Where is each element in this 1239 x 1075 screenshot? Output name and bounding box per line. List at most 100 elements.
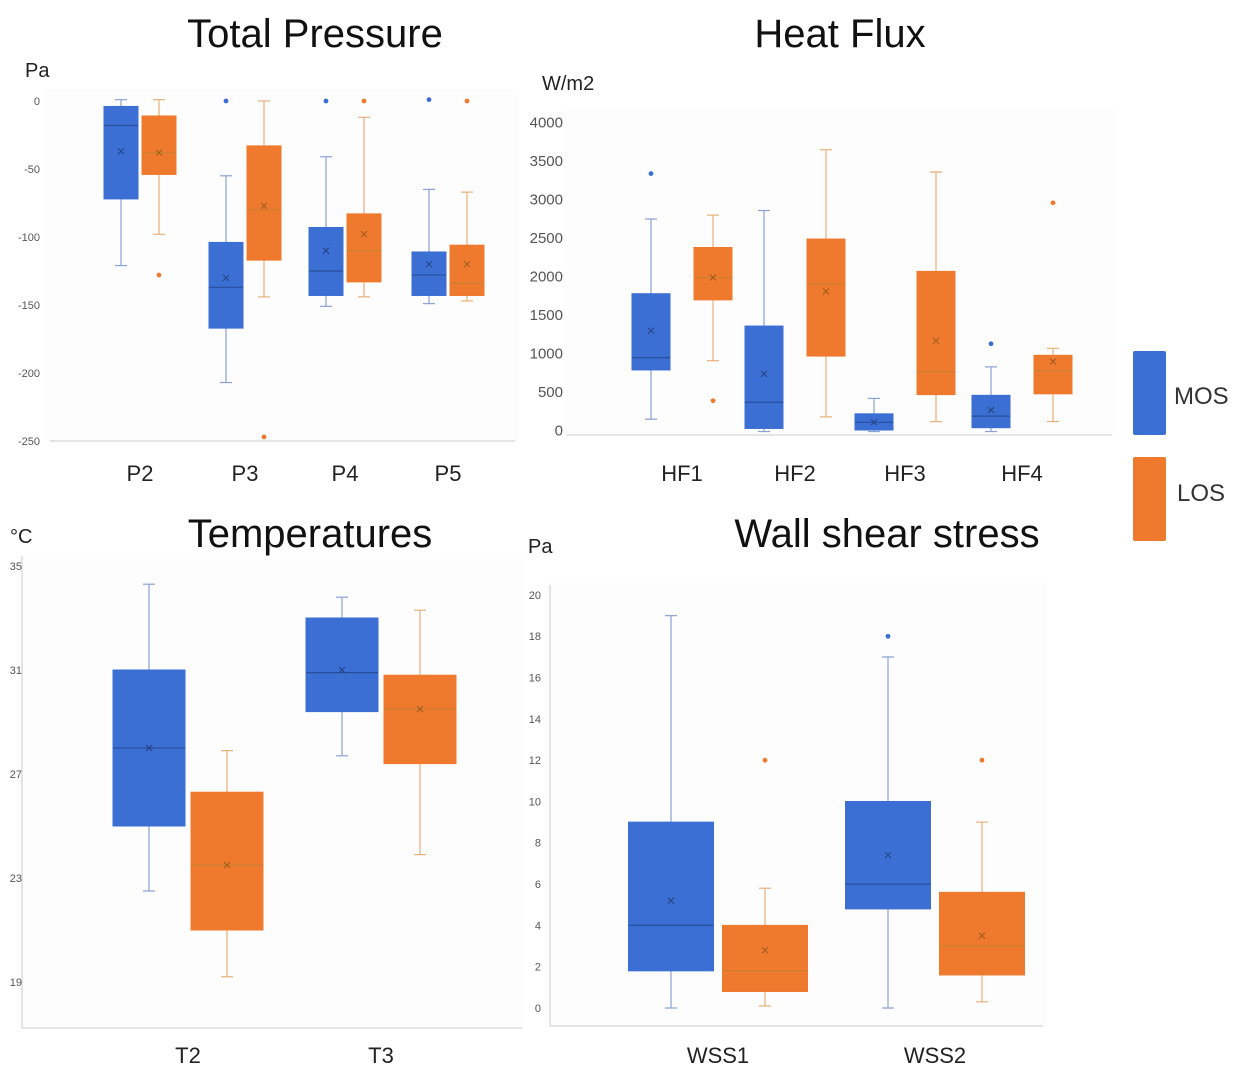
total-pressure-los-p2-mean-marker — [155, 149, 163, 157]
heat-flux-los-hf1-mean-marker — [709, 274, 717, 281]
legend-swatch-mos — [1133, 351, 1166, 435]
heat-flux-ytick-label: 3500 — [530, 153, 563, 170]
wall-shear-stress-ytick-label: 6 — [535, 879, 541, 891]
total-pressure-mos-p2-box — [103, 105, 139, 200]
temperatures-mos-t2-mean-marker — [145, 744, 153, 752]
temperatures-plot-area — [18, 554, 526, 1028]
temperatures-ytick-label: 19 — [10, 977, 22, 989]
total-pressure-los-p2-outlier — [156, 272, 162, 278]
heat-flux-los-hf3-box — [916, 270, 956, 396]
heat-flux-los-hf3-mean-marker — [932, 337, 940, 345]
heat-flux-ytick-label: 2500 — [530, 230, 563, 247]
total-pressure-los-p3-box — [246, 145, 282, 261]
total-pressure-mos-p4-box — [308, 226, 344, 296]
total-pressure-los-p4-mean-marker — [360, 230, 368, 238]
total-pressure-los-p2-box — [141, 115, 177, 175]
temperatures-ytick-label: 31 — [10, 665, 22, 677]
heat-flux-los-hf2-box — [806, 238, 846, 357]
total-pressure-mos-p4-mean-marker — [322, 247, 330, 254]
heat-flux-mos-hf1-outlier — [648, 171, 654, 176]
heat-flux-los-hf4-mean-marker — [1049, 358, 1057, 365]
temperatures-ylabel: °C — [10, 526, 32, 548]
wall-shear-stress-ytick-label: 12 — [529, 755, 541, 767]
total-pressure-ytick-label: -250 — [18, 436, 40, 448]
total-pressure-category-label: P5 — [435, 461, 462, 486]
total-pressure-los-p5-box — [449, 244, 485, 296]
wall-shear-stress-los-wss2-box — [939, 891, 1025, 976]
total-pressure-ytick-label: -200 — [18, 368, 40, 380]
wall-shear-stress-mos-wss2-outlier — [885, 633, 891, 639]
heat-flux-category-label: HF1 — [661, 461, 703, 486]
wall-shear-stress-ytick-label: 8 — [535, 838, 541, 850]
total-pressure-mos-p5-outlier — [426, 97, 432, 103]
total-pressure-mos-p3-box — [208, 241, 244, 329]
heat-flux-title: Heat Flux — [754, 12, 925, 56]
temperatures-mos-t3-box — [305, 617, 379, 713]
temperatures-los-t3-box — [383, 674, 457, 765]
total-pressure-ytick-label: 0 — [34, 96, 40, 108]
wall-shear-stress-mos-wss2-mean-marker — [884, 851, 892, 859]
wall-shear-stress-ytick-label: 20 — [529, 590, 541, 602]
total-pressure-ytick-label: -100 — [18, 232, 40, 244]
total-pressure-mos-p3-mean-marker — [222, 274, 230, 282]
total-pressure-category-label: P4 — [332, 461, 359, 486]
temperatures-los-t2-box — [190, 791, 264, 931]
total-pressure-title: Total Pressure — [187, 12, 443, 56]
total-pressure-mos-p5-box — [411, 251, 447, 296]
total-pressure-category-label: P2 — [127, 461, 154, 486]
wall-shear-stress-ytick-label: 4 — [535, 920, 541, 932]
wall-shear-stress-ytick-label: 2 — [535, 962, 541, 974]
heat-flux-ytick-label: 4000 — [530, 114, 563, 131]
total-pressure-mos-p5-mean-marker — [425, 260, 433, 268]
temperatures-ytick-label: 27 — [10, 769, 22, 781]
wall-shear-stress-ytick-label: 10 — [529, 796, 541, 808]
total-pressure-ytick-label: -150 — [18, 300, 40, 312]
total-pressure-mos-p2-mean-marker — [117, 147, 125, 155]
wall-shear-stress-title: Wall shear stress — [734, 512, 1039, 556]
temperatures-los-t3-mean-marker — [416, 705, 424, 713]
temperatures-ytick-label: 35 — [10, 561, 22, 573]
heat-flux-category-label: HF2 — [774, 461, 816, 486]
heat-flux-mos-hf2-mean-marker — [760, 370, 768, 378]
legend-label-mos: MOS — [1174, 383, 1229, 410]
wall-shear-stress-ytick-label: 0 — [535, 1003, 541, 1015]
heat-flux-ytick-label: 3000 — [530, 191, 563, 208]
wall-shear-stress-los-wss1-mean-marker — [761, 946, 769, 954]
total-pressure-mos-p3-outlier — [223, 98, 229, 104]
heat-flux-los-hf2-mean-marker — [822, 288, 830, 295]
heat-flux-mos-hf3-mean-marker — [870, 418, 878, 426]
total-pressure-ylabel: Pa — [25, 60, 50, 82]
wall-shear-stress-los-wss1-box — [722, 924, 808, 992]
temperatures-panel: Temperatures °C 19 23 27 31 35 T2 T3 — [10, 512, 526, 1068]
total-pressure-los-p5-mean-marker — [463, 260, 471, 268]
wall-shear-stress-ylabel: Pa — [528, 536, 553, 558]
heat-flux-los-hf1-outlier — [710, 398, 716, 404]
heat-flux-mos-hf1-box — [631, 293, 671, 371]
total-pressure-category-label: P3 — [232, 461, 259, 486]
heat-flux-panel: Heat Flux W/m2 0 500 1000 1500 2000 2500 3000 350… — [530, 12, 1116, 486]
heat-flux-mos-hf4-box — [971, 394, 1011, 429]
total-pressure-los-p4-outlier — [361, 98, 367, 104]
wall-shear-stress-category-label: WSS1 — [687, 1043, 749, 1068]
total-pressure-los-p5-outlier — [464, 98, 470, 104]
temperatures-category-label: T2 — [175, 1043, 201, 1068]
wall-shear-stress-panel: Wall shear stress Pa 0 2 4 6 8 10 12 14 16 18 20 WSS1… — [528, 512, 1047, 1068]
heat-flux-mos-hf4-outlier — [988, 341, 994, 347]
wall-shear-stress-ytick-label: 18 — [529, 631, 541, 643]
legend-label-los: LOS — [1177, 480, 1226, 507]
heat-flux-category-label: HF4 — [1001, 461, 1043, 486]
heat-flux-ytick-label: 1500 — [530, 307, 563, 324]
wall-shear-stress-los-wss1-outlier — [762, 757, 768, 763]
wall-shear-stress-mos-wss1-mean-marker — [667, 897, 675, 904]
total-pressure-panel: Total Pressure Pa 0 -50 -100 -150 -200 -250 P2 P3… — [18, 12, 519, 486]
total-pressure-los-p3-mean-marker — [260, 202, 268, 210]
heat-flux-ytick-label: 500 — [538, 384, 563, 401]
total-pressure-los-p4-box — [346, 213, 382, 283]
heat-flux-mos-hf2-box — [744, 325, 784, 429]
temperatures-los-t2-mean-marker — [223, 861, 231, 869]
temperatures-ytick-label: 23 — [10, 873, 22, 885]
total-pressure-ytick-label: -50 — [24, 164, 40, 176]
wall-shear-stress-los-wss2-mean-marker — [978, 932, 986, 940]
heat-flux-los-hf4-outlier — [1050, 200, 1056, 206]
temperatures-title: Temperatures — [188, 512, 433, 556]
